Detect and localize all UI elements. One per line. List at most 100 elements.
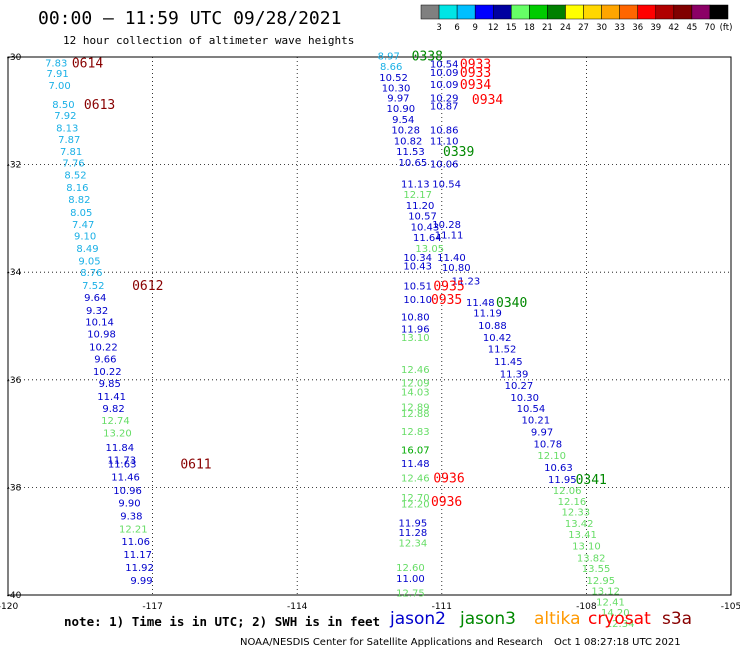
credit-line: NOAA/NESDIS Center for Satellite Applica…: [240, 637, 681, 648]
colorbar-swatch: [601, 4, 620, 20]
colorbar-label: 42: [668, 23, 679, 33]
swh-value-label: 13.42: [565, 519, 594, 530]
swh-value-label: 12.41: [596, 597, 625, 608]
swh-value-label: 11.52: [488, 345, 517, 356]
swh-value-label: 10.80: [401, 312, 430, 323]
swh-value-label: 9.82: [102, 404, 124, 415]
swh-value-label: 11.95: [548, 475, 577, 486]
colorbar-label: 24: [560, 23, 571, 33]
swh-value-label: 11.46: [111, 473, 140, 484]
swh-value-label: 9.05: [78, 256, 100, 267]
colorbar-label: 45: [686, 23, 697, 33]
swh-value-label: 12.17: [403, 190, 432, 201]
swh-value-label: 8.76: [80, 268, 102, 279]
swh-value-label: 11.64: [413, 233, 442, 244]
colorbar-unit: (ft): [720, 23, 733, 33]
swh-value-label: 9.97: [531, 427, 553, 438]
swh-value-label: 10.54: [430, 59, 459, 70]
swh-value-label: 12.60: [396, 563, 425, 574]
swh-value-label: 10.42: [483, 333, 512, 344]
swh-value-label: 7.87: [58, 135, 80, 146]
swh-value-label: 10.87: [430, 101, 459, 112]
swh-value-label: 10.90: [387, 104, 416, 115]
swh-value-label: 10.27: [505, 381, 534, 392]
swh-value-label: 8.49: [76, 244, 98, 255]
swh-value-label: 11.20: [406, 201, 435, 212]
swh-value-label: 13.55: [582, 564, 611, 575]
swh-value-label: 11.95: [399, 518, 428, 529]
colorbar-label: 36: [632, 23, 643, 33]
swh-value-label: 10.57: [408, 212, 437, 223]
swh-value-label: 11.23: [452, 276, 481, 287]
pass-time-label: 0339: [443, 145, 474, 160]
swh-value-label: 12.16: [558, 497, 587, 508]
pass-time-label: 0340: [496, 296, 527, 311]
swh-value-label: 9.99: [130, 576, 152, 587]
colorbar-swatch: [637, 4, 657, 20]
pass-time-label: 0935: [431, 293, 462, 308]
swh-value-label: 8.13: [56, 123, 78, 134]
swh-value-label: 12.46: [401, 474, 430, 485]
swh-value-label: 14.03: [401, 388, 430, 399]
swh-value-label: 10.28: [432, 220, 461, 231]
swh-value-label: 10.21: [521, 416, 550, 427]
swh-value-label: 13.12: [591, 587, 620, 598]
chart-subtitle: 12 hour collection of altimeter wave hei…: [63, 34, 355, 47]
swh-value-label: 10.09: [430, 68, 459, 79]
swh-value-label: 11.48: [401, 459, 430, 470]
y-tick-label: -36: [7, 376, 22, 386]
swh-value-label: 12.46: [401, 365, 430, 376]
pass-time-label: 0933: [460, 57, 491, 72]
colorbar-swatch: [456, 4, 476, 20]
legend-entry-jason3: jason3: [460, 609, 516, 629]
swh-value-label: 10.34: [403, 253, 432, 264]
swh-value-label: 10.54: [432, 179, 461, 190]
swh-value-label: 10.65: [399, 158, 428, 169]
pass-time-label: 0613: [84, 98, 115, 113]
swh-value-label: 11.11: [435, 231, 464, 242]
swh-value-label: 9.85: [99, 379, 121, 390]
pass-time-label: 0341: [576, 473, 607, 488]
colorbar-swatch: [547, 4, 566, 20]
colorbar-label: 30: [596, 23, 607, 33]
colorbar-swatch: [655, 4, 675, 20]
y-tick-label: -34: [7, 268, 22, 278]
swh-value-label: 10.78: [534, 439, 563, 450]
swh-value-label: 10.86: [430, 126, 459, 137]
swh-value-label: 9.90: [118, 498, 140, 509]
colorbar-label: 6: [454, 23, 459, 33]
swh-value-label: 7.83: [45, 58, 67, 69]
colorbar-label: 39: [650, 23, 661, 33]
x-tick-label: -114: [287, 602, 308, 612]
swh-value-label: 11.39: [500, 369, 529, 380]
swh-value-label: 12.70: [401, 493, 430, 504]
swh-value-label: 12.74: [101, 416, 130, 427]
swh-value-label: 12.20: [401, 500, 430, 511]
pass-time-label: 0933: [460, 66, 491, 81]
chart-title: 00:00 – 11:59 UTC 09/28/2021: [38, 8, 342, 29]
swh-value-label: 10.43: [411, 222, 440, 233]
swh-value-label: 11.40: [437, 253, 466, 264]
swh-value-label: 10.51: [403, 282, 432, 293]
y-tick-label: -30: [7, 53, 22, 63]
colorbar-swatch: [565, 4, 584, 20]
swh-value-label: 9.64: [84, 293, 106, 304]
colorbar-label: 70: [705, 23, 716, 33]
swh-value-label: 10.09: [430, 80, 459, 91]
swh-value-label: 13.05: [415, 244, 444, 255]
colorbar-swatch: [619, 4, 638, 20]
swh-value-label: 7.00: [48, 81, 70, 92]
colorbar-swatch: [511, 4, 530, 20]
swh-value-label: 12.34: [399, 538, 428, 549]
legend-entry-altika: altika: [534, 609, 581, 629]
colorbar-label: 15: [506, 23, 517, 33]
swh-value-label: 11.48: [466, 298, 495, 309]
swh-value-label: 12.95: [587, 576, 616, 587]
colorbar-swatch: [529, 4, 548, 20]
swh-value-label: 11.73: [107, 455, 136, 466]
swh-value-label: 10.22: [89, 342, 118, 353]
swh-value-label: 8.52: [64, 170, 86, 181]
colorbar-label: 12: [488, 23, 499, 33]
swh-value-label: 10.88: [478, 321, 507, 332]
